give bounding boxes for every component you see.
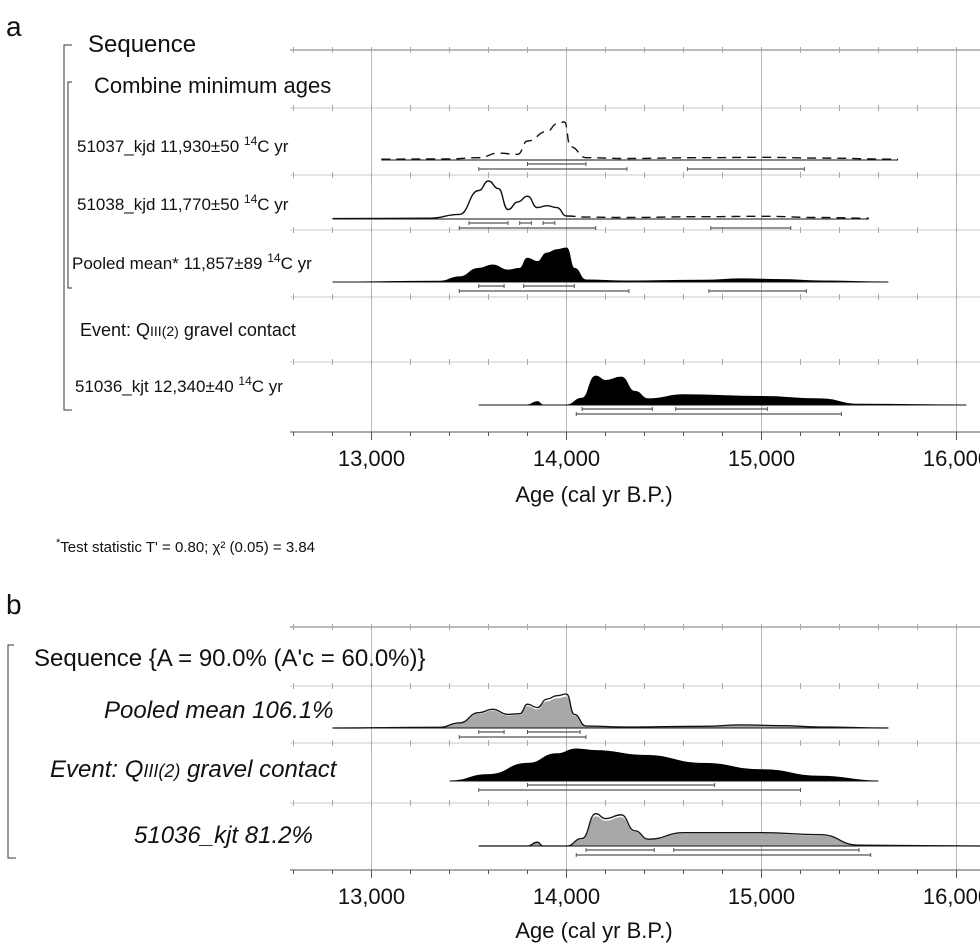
panel-b-row-event-label: Event: QIII(2) gravel contact bbox=[50, 756, 338, 783]
panel-b-x-axis: 13,000 14,000 15,000 16,000 bbox=[290, 869, 980, 909]
panel-b-letter: b bbox=[6, 589, 22, 620]
row-51037-label: 51037_kjd 11,930±50 14C yr bbox=[77, 134, 289, 156]
row-51036-label: 51036_kjt 12,340±40 14C yr bbox=[75, 374, 283, 396]
row-pooled-label: Pooled mean* 11,857±89 14C yr bbox=[72, 251, 312, 273]
footnote: *Test statistic T' = 0.80; χ² (0.05) = 3… bbox=[56, 537, 315, 556]
series-2-filled-distribution bbox=[332, 247, 889, 283]
panel-b-row-pooled-label: Pooled mean 106.1% bbox=[104, 697, 334, 724]
series-0-dashed-distribution bbox=[381, 121, 899, 160]
series-1-dashed-distribution bbox=[566, 215, 869, 219]
series-1-solid-distribution bbox=[332, 180, 567, 220]
series-10-prior-distribution bbox=[332, 696, 889, 728]
panel-b-x-axis-label: Age (cal yr B.P.) bbox=[515, 918, 672, 943]
series-11-filled-distribution bbox=[449, 748, 879, 782]
row-51038-label: 51038_kjd 11,770±50 14C yr bbox=[77, 192, 289, 214]
x-tick-label: 13,000 bbox=[338, 884, 405, 909]
sequence-label: Sequence bbox=[88, 31, 196, 58]
row-event-label: Event: QIII(2) gravel contact bbox=[80, 320, 296, 340]
panel-a-letter: a bbox=[6, 11, 22, 42]
sequence-bracket bbox=[63, 44, 72, 411]
panel-b-distributions bbox=[332, 693, 980, 857]
series-12-prior-distribution bbox=[478, 816, 980, 846]
panel-a-grid bbox=[290, 47, 980, 432]
x-tick-label: 13,000 bbox=[338, 446, 405, 471]
panel-a-distributions bbox=[332, 121, 967, 416]
series-3-filled-distribution bbox=[478, 375, 967, 406]
panel-b-sequence-label: Sequence {A = 90.0% (A'c = 60.0%)} bbox=[34, 645, 426, 672]
panel-a-x-axis: 13,000 14,000 15,000 16,000 bbox=[290, 431, 980, 471]
panel-a-brackets bbox=[63, 44, 72, 411]
series-10-posterior-outline bbox=[332, 693, 889, 729]
panel-b-grid bbox=[290, 624, 980, 870]
combine-bracket bbox=[67, 81, 72, 289]
panel-b-row-51036-label: 51036_kjt 81.2% bbox=[134, 822, 313, 849]
panel-b-sequence-bracket bbox=[7, 644, 16, 859]
panel-a-x-axis-label: Age (cal yr B.P.) bbox=[515, 482, 672, 507]
combine-label: Combine minimum ages bbox=[94, 73, 331, 98]
x-tick-label: 15,000 bbox=[728, 884, 795, 909]
x-tick-label: 16,000 bbox=[923, 446, 980, 471]
x-tick-label: 14,000 bbox=[533, 884, 600, 909]
x-tick-label: 14,000 bbox=[533, 446, 600, 471]
x-tick-label: 15,000 bbox=[728, 446, 795, 471]
x-tick-label: 16,000 bbox=[923, 884, 980, 909]
series-12-posterior-outline bbox=[478, 813, 980, 847]
